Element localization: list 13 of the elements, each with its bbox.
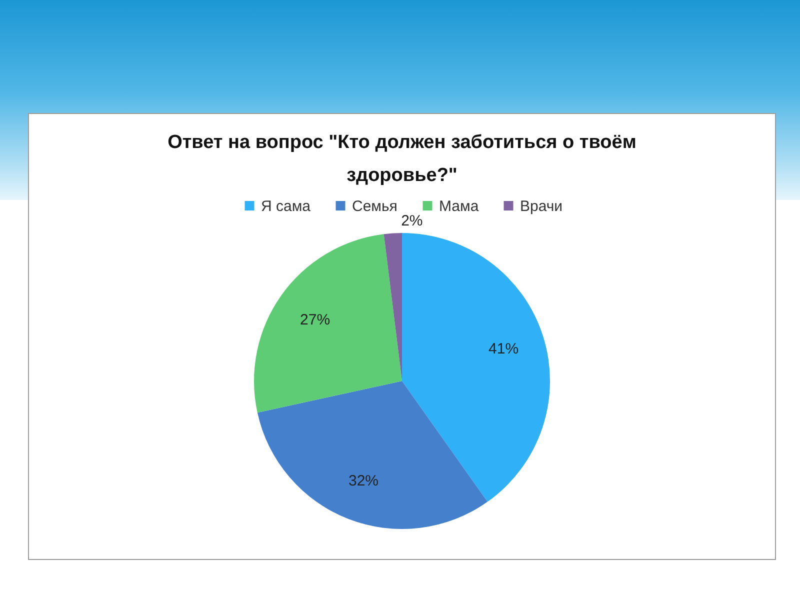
pie-slice: [257, 381, 488, 529]
data-label: 27%: [300, 311, 330, 328]
data-label: 41%: [488, 340, 519, 358]
pie-slice: [384, 233, 402, 381]
data-label: 32%: [348, 472, 379, 490]
pie-slice: [402, 233, 550, 502]
legend-label: Врачи: [520, 198, 563, 215]
legend-label: Мама: [439, 198, 480, 215]
legend-label: Семья: [352, 198, 398, 215]
data-label: 2%: [401, 212, 423, 230]
pie-slice: [254, 234, 402, 413]
chart-title: Ответ на вопрос "Кто должен заботиться о твоём здоровье?": [166, 131, 638, 188]
legend-label: Я сама: [261, 198, 312, 215]
